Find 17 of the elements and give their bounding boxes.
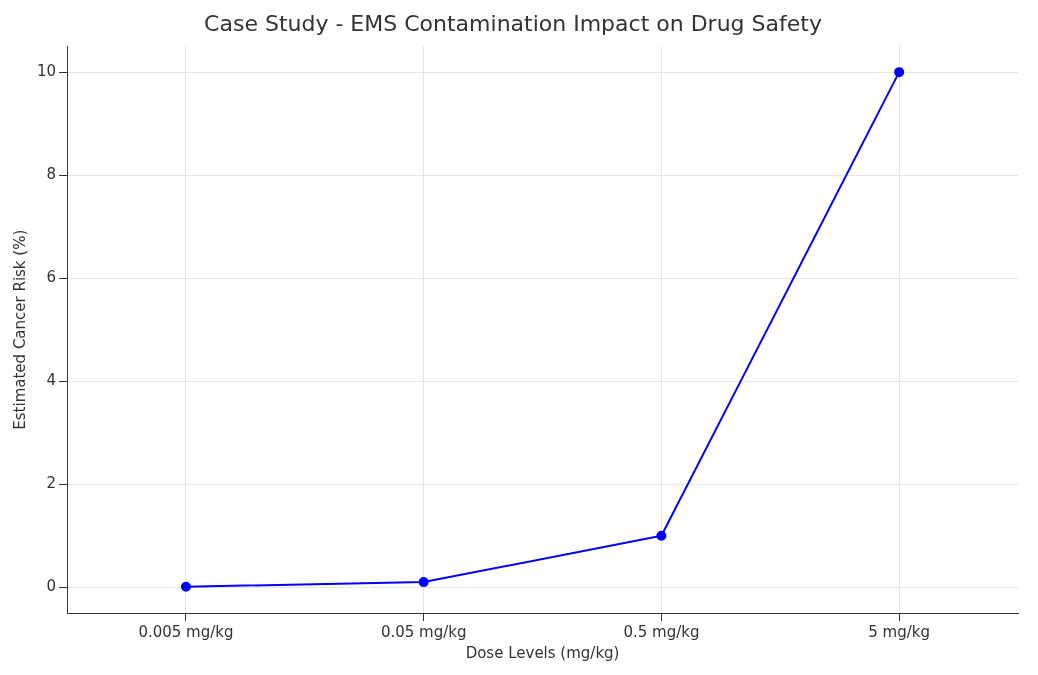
point: [894, 67, 905, 78]
x-tick-label: 0.05 mg/kg: [380, 622, 467, 641]
point: [180, 581, 191, 592]
x-tick-label: 0.005 mg/kg: [138, 622, 234, 641]
y-tick-label: 4: [46, 371, 57, 390]
y-tick-label: 8: [46, 165, 57, 184]
y-tick-label: 6: [46, 268, 57, 287]
y-tick-label: 10: [36, 62, 57, 81]
x-axis-title: Dose Levels (mg/kg): [465, 643, 620, 662]
chart-title: Case Study - EMS Contamination Impact on Drug Safety: [204, 10, 822, 36]
y-axis-title: Estimated Cancer Risk (%): [10, 229, 29, 430]
x-tick-label: 5 mg/kg: [868, 622, 930, 641]
point: [418, 577, 429, 588]
y-tick-label: 2: [46, 474, 57, 493]
y-tick-label: 0: [46, 577, 57, 596]
point: [656, 530, 667, 541]
x-tick-label: 0.5 mg/kg: [623, 622, 700, 641]
